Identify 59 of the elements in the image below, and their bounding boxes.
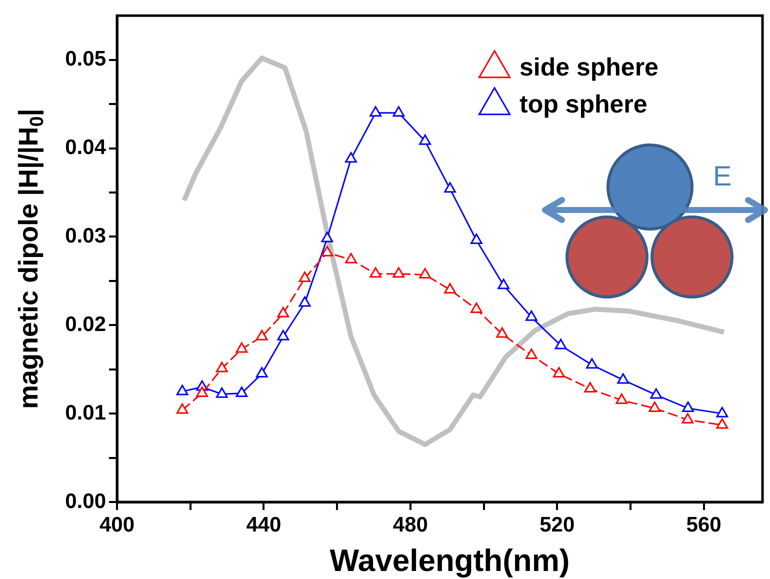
x-tick-label: 520 bbox=[540, 513, 575, 536]
annotation: E bbox=[713, 160, 732, 192]
legend-label: top sphere bbox=[520, 90, 648, 118]
point bbox=[370, 267, 382, 278]
point bbox=[525, 310, 538, 321]
y-axis-title: magnetic dipole |H|/|H0| bbox=[13, 108, 48, 409]
point bbox=[616, 394, 628, 404]
point bbox=[419, 134, 432, 145]
x-tick-label: 560 bbox=[686, 513, 722, 536]
point bbox=[277, 330, 290, 340]
point bbox=[470, 302, 482, 313]
y-tick-label: 0.02 bbox=[65, 312, 106, 336]
point bbox=[216, 387, 228, 398]
point bbox=[553, 367, 565, 378]
x-tick-label: 480 bbox=[392, 513, 428, 536]
point bbox=[345, 252, 357, 264]
point bbox=[444, 182, 456, 193]
point bbox=[682, 413, 694, 424]
point bbox=[470, 233, 482, 244]
point bbox=[236, 386, 248, 397]
point bbox=[298, 272, 311, 282]
point bbox=[554, 338, 567, 350]
point bbox=[419, 268, 432, 278]
point bbox=[682, 402, 694, 412]
x-axis-title: Wavelength(nm) bbox=[330, 543, 570, 578]
point bbox=[392, 106, 405, 117]
point bbox=[648, 402, 661, 412]
y-tick-label: 0.03 bbox=[65, 224, 106, 248]
point bbox=[321, 246, 334, 256]
point bbox=[586, 358, 598, 369]
point bbox=[496, 327, 508, 338]
y-tick-label: 0.01 bbox=[65, 401, 106, 424]
x-tick-label: 400 bbox=[99, 513, 135, 536]
point bbox=[256, 367, 268, 378]
y-tick-label: 0.04 bbox=[65, 136, 106, 160]
point bbox=[345, 152, 357, 163]
point bbox=[525, 348, 538, 359]
point bbox=[370, 106, 382, 117]
y-tick-label: 0.05 bbox=[65, 48, 106, 71]
legend-label: side sphere bbox=[520, 53, 659, 82]
point bbox=[277, 306, 290, 318]
point bbox=[196, 386, 208, 397]
point bbox=[617, 373, 630, 384]
point bbox=[256, 330, 268, 340]
point bbox=[176, 384, 188, 396]
point bbox=[716, 406, 728, 418]
point bbox=[498, 278, 510, 290]
point bbox=[584, 382, 596, 393]
point bbox=[716, 418, 728, 429]
point bbox=[236, 342, 248, 353]
point bbox=[176, 403, 188, 414]
point bbox=[298, 296, 311, 307]
y-tick-label: 0.00 bbox=[65, 490, 106, 513]
point bbox=[321, 232, 334, 242]
point bbox=[392, 267, 405, 278]
point bbox=[216, 362, 228, 372]
point bbox=[444, 283, 456, 294]
x-tick-label: 440 bbox=[246, 513, 282, 536]
point bbox=[650, 388, 662, 399]
